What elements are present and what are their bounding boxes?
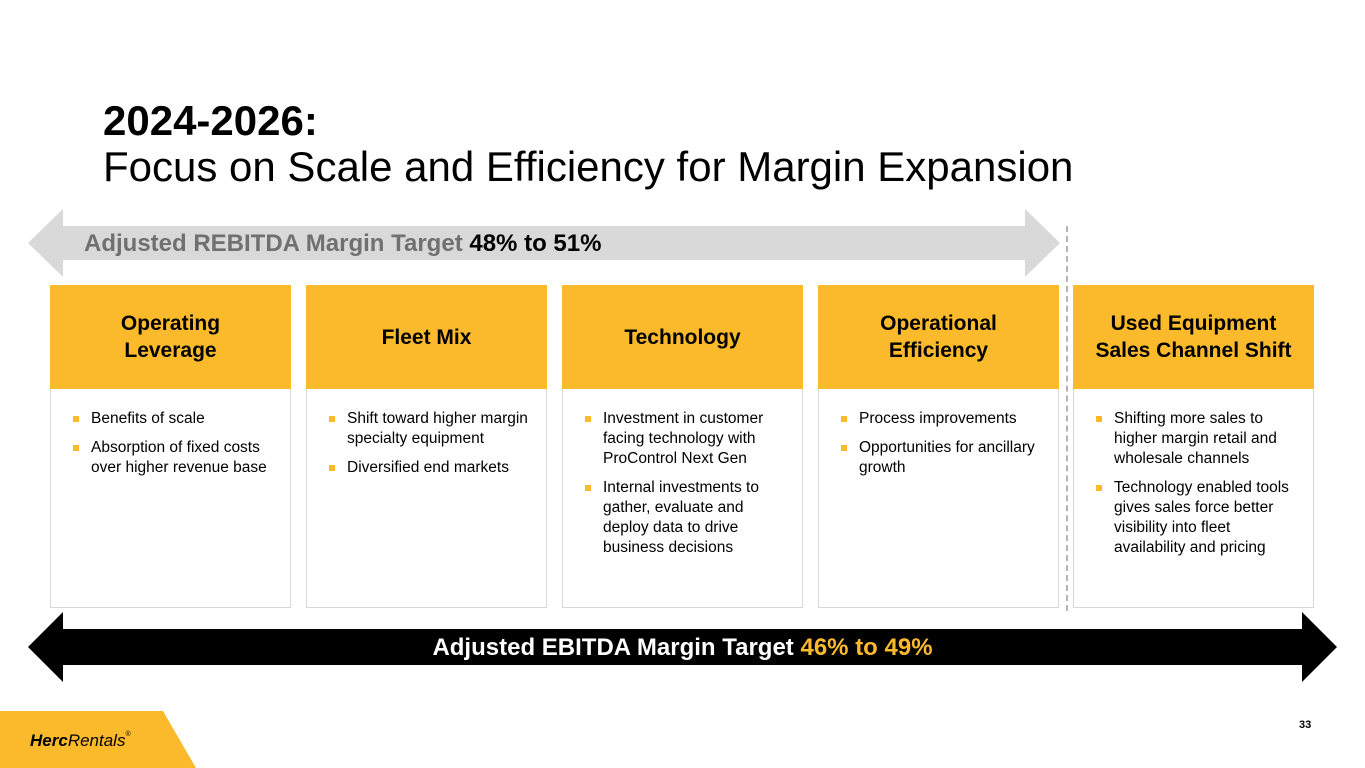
heading-line: Used Equipment <box>1110 312 1277 335</box>
bullet-list: Process improvements Opportunities for a… <box>841 409 1048 487</box>
page-number: 33 <box>1299 719 1312 731</box>
list-item: Process improvements <box>841 409 1048 429</box>
rebitda-low: 48% <box>469 230 518 257</box>
card-heading: Used Equipment Sales Channel Shift <box>1073 285 1314 389</box>
heading-line: Operating <box>120 312 221 335</box>
dashed-divider <box>1066 226 1068 611</box>
list-item: Shift toward higher margin specialty equ… <box>329 409 536 449</box>
card-heading: Operational Efficiency <box>818 285 1059 389</box>
heading-line: Technology <box>624 325 741 349</box>
rebitda-target-text: Adjusted REBITDA Margin Target 48% to 51… <box>84 228 601 260</box>
ebitda-high: 49% <box>884 634 933 661</box>
rebitda-connector: to <box>524 230 547 257</box>
list-item: Shifting more sales to higher margin ret… <box>1096 409 1303 469</box>
ebitda-label: Adjusted EBITDA Margin Target <box>432 634 794 661</box>
bullet-list: Benefits of scale Absorption of fixed co… <box>73 409 280 487</box>
rebitda-high: 51% <box>553 230 602 257</box>
logo-background <box>0 711 196 768</box>
list-item: Investment in customer facing technology… <box>585 409 792 469</box>
slide-title: 2024-2026: Focus on Scale and Efficiency… <box>103 98 1073 190</box>
list-item: Internal investments to gather, evaluate… <box>585 478 792 558</box>
card-heading: Technology <box>562 285 803 389</box>
ebitda-target-text: Adjusted EBITDA Margin Target 46% to 49% <box>0 630 1365 666</box>
ebitda-low: 46% <box>800 634 849 661</box>
herc-rentals-logo: HercRentals® <box>30 731 131 751</box>
rebitda-arrow <box>28 209 1060 277</box>
heading-line: Fleet Mix <box>381 325 472 349</box>
list-item: Absorption of fixed costs over higher re… <box>73 438 280 478</box>
heading-line: Sales Channel Shift <box>1095 339 1292 362</box>
rebitda-label: Adjusted REBITDA Margin Target <box>84 230 463 257</box>
logo-registered: ® <box>125 731 131 738</box>
card-fleet-mix: Fleet Mix Shift toward higher margin spe… <box>306 285 547 608</box>
card-technology: Technology Investment in customer facing… <box>562 285 803 608</box>
list-item: Technology enabled tools gives sales for… <box>1096 478 1303 558</box>
card-operating-leverage: Operating Leverage Benefits of scale Abs… <box>50 285 291 608</box>
card-operational-efficiency: Operational Efficiency Process improveme… <box>818 285 1059 608</box>
heading-line: Operational <box>880 312 997 335</box>
list-item: Diversified end markets <box>329 458 536 478</box>
bullet-list: Investment in customer facing technology… <box>585 409 792 567</box>
bullet-list: Shift toward higher margin specialty equ… <box>329 409 536 487</box>
ebitda-arrow <box>28 612 1337 682</box>
card-heading: Operating Leverage <box>50 285 291 389</box>
card-used-equipment: Used Equipment Sales Channel Shift Shift… <box>1073 285 1314 608</box>
title-years: 2024-2026: <box>103 97 318 144</box>
logo-herc: Herc <box>30 731 68 750</box>
bullet-list: Shifting more sales to higher margin ret… <box>1096 409 1303 567</box>
list-item: Benefits of scale <box>73 409 280 429</box>
title-subtitle: Focus on Scale and Efficiency for Margin… <box>103 143 1074 190</box>
heading-line: Efficiency <box>888 339 989 362</box>
heading-line: Leverage <box>124 339 217 362</box>
card-heading: Fleet Mix <box>306 285 547 389</box>
logo-rentals: Rentals <box>67 731 126 750</box>
list-item: Opportunities for ancillary growth <box>841 438 1048 478</box>
ebitda-connector: to <box>855 634 878 661</box>
